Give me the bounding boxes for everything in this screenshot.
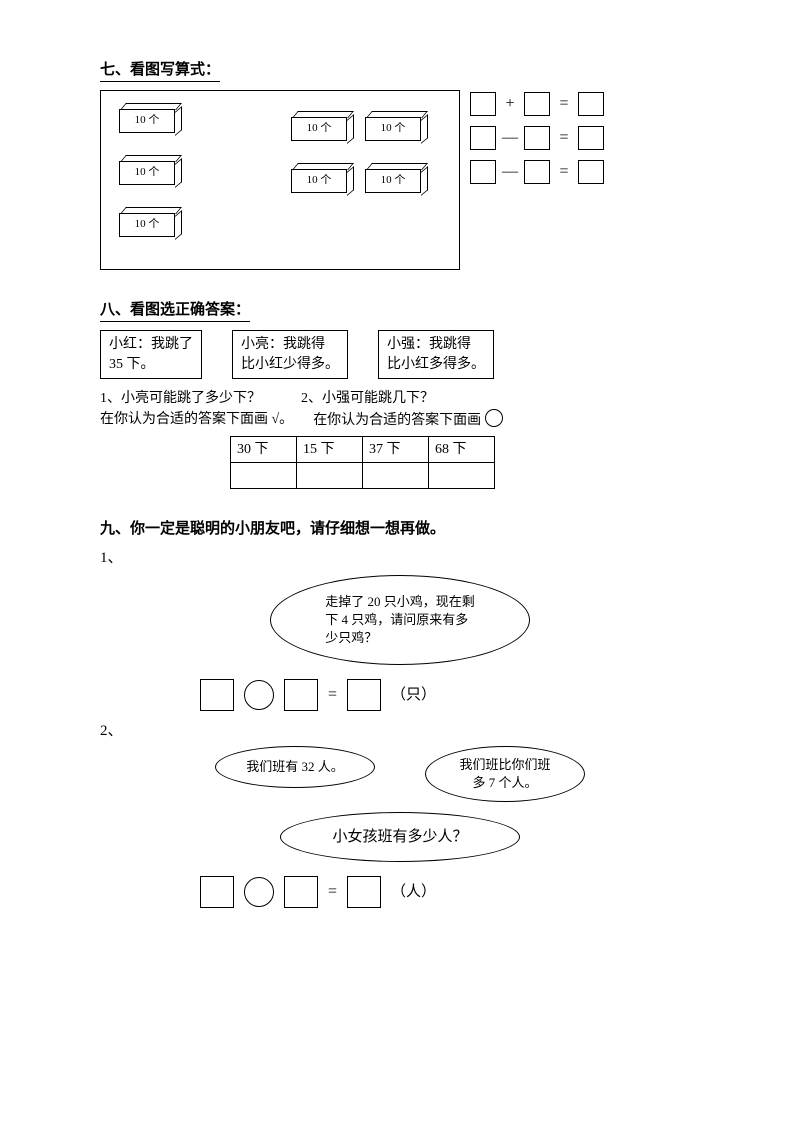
equals-sign: = [556, 93, 572, 115]
q7-picture-frame: 10 个 10 个 10 个 10 个 10 个 10 个 10 个 [100, 90, 460, 270]
q8-speeches: 小红：我跳了 35 下。 小亮：我跳得 比小红少得多。 小强：我跳得 比小红多得… [100, 330, 700, 379]
q9-p2: 2、 我们班有 32 人。 我们班比你们班 多 7 个人。 小女孩班有多少人？ … [100, 721, 700, 908]
q8-options-table: 30 下 15 下 37 下 68 下 [230, 436, 495, 489]
operator-box[interactable] [244, 680, 274, 710]
cuboid-box: 10 个 [365, 163, 427, 193]
answer-box[interactable] [470, 126, 496, 150]
q9-p2-bubble3: 小女孩班有多少人？ [280, 812, 520, 862]
answer-cell[interactable] [363, 463, 429, 489]
circle-icon [485, 409, 503, 427]
q8-sub1: 1、小亮可能跳了多少下？ [100, 389, 261, 409]
q8-sub2: 2、小强可能跳几下？ [301, 389, 434, 409]
cuboid-box: 10 个 [291, 163, 353, 193]
q8-subquestions: 1、小亮可能跳了多少下？ 2、小强可能跳几下？ [100, 389, 700, 409]
equation-row: — = [470, 160, 604, 184]
q7-title-text: 七、看图写算式： [100, 60, 220, 82]
q8-instr1: 在你认为合适的答案下面画 √。 [100, 410, 293, 430]
equals-sign: = [328, 881, 337, 903]
equation-row: — = [470, 126, 604, 150]
q9-p1-bubble: 走掉了 20 只小鸡，现在剩 下 4 只鸡，请问原来有多 少只鸡？ [270, 575, 530, 665]
box-label: 10 个 [119, 213, 175, 237]
q8-title: 八、看图选正确答案： [100, 300, 700, 322]
cuboid-box: 10 个 [119, 207, 181, 237]
cuboid-box: 10 个 [291, 111, 353, 141]
operator-box[interactable] [244, 877, 274, 907]
q7-equations: + = — = — = [470, 90, 604, 194]
answer-box[interactable] [524, 126, 550, 150]
q8-instr2: 在你认为合适的答案下面画 [313, 413, 481, 428]
answer-box[interactable] [578, 92, 604, 116]
q9-p1-label: 1、 [100, 548, 700, 569]
box-label: 10 个 [119, 161, 175, 185]
option-cell: 68 下 [429, 437, 495, 463]
box-label: 10 个 [119, 109, 175, 133]
answer-box[interactable] [200, 876, 234, 908]
option-cell: 30 下 [231, 437, 297, 463]
equals-sign: = [556, 161, 572, 183]
answer-cell[interactable] [297, 463, 363, 489]
cuboid-box: 10 个 [119, 103, 181, 133]
answer-box[interactable] [200, 679, 234, 711]
operator-minus: — [502, 127, 518, 149]
speech-xiaoliang: 小亮：我跳得 比小红少得多。 [232, 330, 348, 379]
q9-p1: 1、 走掉了 20 只小鸡，现在剩 下 4 只鸡，请问原来有多 少只鸡？ = （… [100, 548, 700, 711]
answer-cell[interactable] [231, 463, 297, 489]
answer-box[interactable] [284, 876, 318, 908]
answer-box[interactable] [524, 92, 550, 116]
option-cell: 37 下 [363, 437, 429, 463]
operator-plus: + [502, 93, 518, 115]
unit-label: （只） [391, 685, 436, 706]
answer-box[interactable] [470, 92, 496, 116]
cuboid-box: 10 个 [365, 111, 427, 141]
answer-box[interactable] [578, 160, 604, 184]
q9-p2-bubble1: 我们班有 32 人。 [215, 746, 375, 788]
equation-row: + = [470, 92, 604, 116]
cuboid-box: 10 个 [119, 155, 181, 185]
table-row [231, 463, 495, 489]
speech-xiaohong: 小红：我跳了 35 下。 [100, 330, 202, 379]
answer-box[interactable] [524, 160, 550, 184]
equals-sign: = [556, 127, 572, 149]
answer-box[interactable] [284, 679, 318, 711]
box-label: 10 个 [291, 169, 347, 193]
q8-instructions: 在你认为合适的答案下面画 √。 在你认为合适的答案下面画 [100, 409, 700, 431]
q9-p2-label: 2、 [100, 721, 700, 742]
q9-p2-bubble2: 我们班比你们班 多 7 个人。 [425, 746, 585, 802]
q7-title: 七、看图写算式： [100, 60, 700, 82]
q7-content: 10 个 10 个 10 个 10 个 10 个 10 个 10 个 + = [100, 90, 700, 270]
answer-box[interactable] [347, 876, 381, 908]
answer-box[interactable] [347, 679, 381, 711]
q9-title: 九、你一定是聪明的小朋友吧，请仔细想一想再做。 [100, 519, 700, 540]
answer-box[interactable] [578, 126, 604, 150]
q8-instr2-wrap: 在你认为合适的答案下面画 [313, 409, 503, 431]
equals-sign: = [328, 684, 337, 706]
speech-xiaoqiang: 小强：我跳得 比小红多得多。 [378, 330, 494, 379]
q9-p2-equation: = （人） [200, 876, 700, 908]
table-row: 30 下 15 下 37 下 68 下 [231, 437, 495, 463]
answer-box[interactable] [470, 160, 496, 184]
answer-cell[interactable] [429, 463, 495, 489]
option-cell: 15 下 [297, 437, 363, 463]
q9-p1-equation: = （只） [200, 679, 700, 711]
box-label: 10 个 [365, 117, 421, 141]
unit-label: （人） [391, 882, 436, 903]
operator-minus: — [502, 161, 518, 183]
q8-title-text: 八、看图选正确答案： [100, 300, 250, 322]
box-label: 10 个 [365, 169, 421, 193]
box-label: 10 个 [291, 117, 347, 141]
